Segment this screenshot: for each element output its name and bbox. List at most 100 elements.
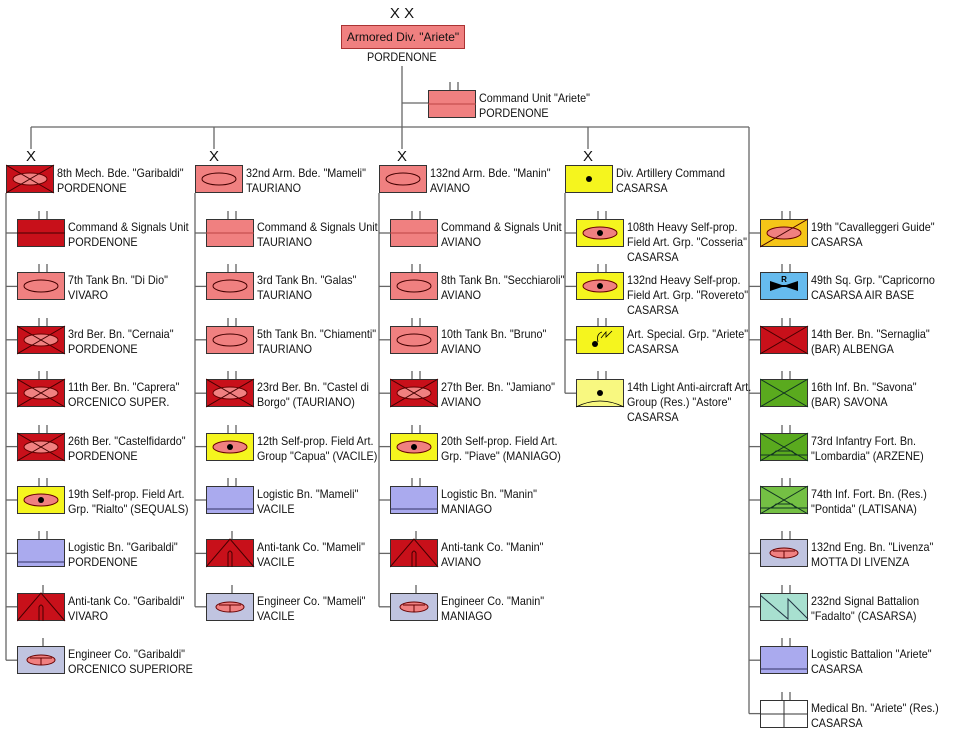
unit-symbol-sp-art[interactable]	[576, 263, 625, 306]
unit-label: Engineer Co. "Manin" MANIAGO	[441, 594, 544, 624]
label-line: 19th "Cavalleggeri Guide"	[811, 220, 935, 234]
brigade-echelon-mark: X	[25, 148, 37, 165]
label-line: Logistic Bn. "Manin"	[441, 487, 537, 501]
unit-symbol-logistic[interactable]	[17, 530, 66, 573]
label-line: 132nd Eng. Bn. "Livenza"	[811, 540, 934, 555]
label-line: "Pontida" (LATISANA)	[811, 502, 917, 516]
label-line: TAURIANO	[257, 235, 313, 249]
unit-label: 7th Tank Bn. "Di Dio" VIVARO	[68, 273, 168, 303]
label-line: AVIANO	[441, 395, 482, 410]
unit-symbol-engineer[interactable]	[17, 637, 66, 680]
unit-symbol-sp-art[interactable]	[390, 424, 439, 467]
unit-symbol-sp-art[interactable]	[206, 424, 255, 467]
unit-symbol-signal[interactable]	[759, 584, 809, 627]
label-line: PORDENONE	[57, 181, 127, 195]
label-line: ORCENICO SUPER.	[68, 395, 170, 410]
label-line: PORDENONE	[68, 448, 138, 463]
unit-symbol-mech[interactable]	[16, 317, 66, 360]
brigade-hq-symbol-art[interactable]	[565, 156, 614, 199]
label-line: CASARSA	[811, 715, 863, 730]
label-line: AVIANO	[441, 555, 482, 570]
label-line: PORDENONE	[479, 106, 549, 120]
unit-symbol-mech[interactable]	[205, 370, 255, 413]
unit-symbol-cmd-light[interactable]	[206, 210, 255, 253]
label-line: (BAR) SAVONA	[811, 395, 888, 410]
brigade-hq-label: 32nd Arm. Bde. "Mameli" TAURIANO	[246, 166, 366, 196]
unit-symbol-logistic[interactable]	[206, 477, 255, 520]
label-line: VIVARO	[68, 608, 109, 623]
command-unit-symbol-cmd-light[interactable]	[428, 81, 477, 124]
unit-symbol-engineer[interactable]	[760, 530, 809, 573]
unit-label: Medical Bn. "Ariete" (Res.) CASARSA	[811, 701, 939, 731]
unit-symbol-tank[interactable]	[17, 263, 66, 306]
unit-label: Art. Special. Grp. "Ariete" CASARSA	[627, 327, 748, 357]
label-line: Div. Artillery Command	[616, 166, 726, 180]
unit-symbol-medical[interactable]	[760, 691, 809, 734]
unit-symbol-antitank[interactable]	[205, 530, 255, 573]
brigade-hq-symbol-tank[interactable]	[379, 156, 428, 199]
label-line: Field Art. Grp. "Cosseria"	[627, 235, 747, 249]
unit-symbol-cmd-light[interactable]	[390, 210, 439, 253]
svg-text:R: R	[781, 275, 787, 284]
label-line: 5th Tank Bn. "Chiamenti"	[257, 326, 377, 341]
brigade-hq-symbol-mech[interactable]	[5, 156, 55, 199]
brigade-hq-symbol-tank[interactable]	[195, 156, 244, 199]
unit-symbol-cavalry[interactable]	[759, 210, 809, 253]
unit-symbol-aa[interactable]	[575, 370, 625, 413]
label-line: CASARSA	[627, 410, 679, 425]
unit-label: 74th Inf. Fort. Bn. (Res.) "Pontida" (LAT…	[811, 487, 927, 517]
unit-symbol-green-x[interactable]	[759, 370, 809, 413]
label-line: 232nd Signal Battalion	[811, 593, 920, 608]
unit-symbol-mech[interactable]	[16, 370, 66, 413]
unit-label: 8th Tank Bn. "Secchiaroli" AVIANO	[441, 273, 564, 303]
unit-symbol-red-x[interactable]	[759, 317, 809, 360]
unit-label: 12th Self-prop. Field Art. Group "Capua" …	[257, 434, 377, 464]
unit-label: 16th Inf. Bn. "Savona" (BAR) SAVONA	[811, 380, 917, 410]
unit-symbol-logistic[interactable]	[390, 477, 439, 520]
label-line: Group (Res.) "Astore"	[627, 395, 732, 410]
label-line: 27th Ber. Bn. "Jamiano"	[441, 380, 555, 395]
unit-symbol-mech[interactable]	[16, 424, 66, 467]
label-line: CASARSA	[811, 662, 863, 677]
brigade-hq-label: 132nd Arm. Bde. "Manin" AVIANO	[430, 166, 551, 196]
label-line: 10th Tank Bn. "Bruno"	[441, 326, 547, 341]
label-line: VACILE	[257, 608, 295, 623]
unit-symbol-tank[interactable]	[206, 317, 255, 360]
unit-symbol-engineer[interactable]	[390, 584, 439, 627]
unit-label: Command & Signals Unit TAURIANO	[257, 220, 378, 250]
unit-symbol-fort-light[interactable]	[759, 477, 809, 520]
unit-label: Engineer Co. "Garibaldi" ORCENICO SUPERIO…	[68, 647, 193, 677]
unit-symbol-mech[interactable]	[389, 370, 439, 413]
unit-symbol-antitank[interactable]	[389, 530, 439, 573]
unit-symbol-antitank[interactable]	[16, 584, 66, 627]
unit-symbol-sp-art[interactable]	[17, 477, 66, 520]
division-echelon-mark: X X	[389, 5, 415, 22]
label-line: 7th Tank Bn. "Di Dio"	[68, 273, 168, 288]
label-line: Logistic Bn. "Mameli"	[257, 487, 359, 501]
unit-symbol-tank[interactable]	[390, 317, 439, 360]
label-line: Command Unit "Ariete"	[479, 91, 590, 105]
unit-symbol-tank[interactable]	[206, 263, 255, 306]
label-line: TAURIANO	[257, 341, 313, 356]
unit-symbol-sp-art[interactable]	[576, 210, 625, 253]
unit-label: 11th Ber. Bn. "Caprera" ORCENICO SUPER.	[68, 380, 179, 410]
unit-symbol-fort[interactable]	[759, 424, 809, 467]
label-line: Logistic Battalion "Ariete"	[811, 647, 932, 662]
unit-label: 19th Self-prop. Field Art. Grp. "Rialto" …	[68, 487, 189, 517]
label-line: Engineer Co. "Garibaldi"	[68, 647, 185, 662]
unit-symbol-logistic[interactable]	[760, 637, 809, 680]
unit-symbol-air[interactable]: R	[760, 263, 809, 306]
label-line: 14th Light Anti-aircraft Art.	[627, 380, 752, 395]
unit-label: Logistic Bn. "Manin" MANIAGO	[441, 487, 537, 517]
unit-label: 10th Tank Bn. "Bruno" AVIANO	[441, 327, 546, 357]
unit-symbol-engineer[interactable]	[206, 584, 255, 627]
unit-symbol-special[interactable]	[576, 317, 625, 360]
label-line: 3rd Ber. Bn. "Cernaia"	[68, 326, 174, 341]
unit-symbol-cmd-dark[interactable]	[17, 210, 66, 253]
label-line: AVIANO	[441, 235, 482, 249]
label-line: 49th Sq. Grp. "Capricorno	[811, 273, 935, 288]
division-box[interactable]: Armored Div. "Ariete"	[341, 25, 465, 49]
unit-symbol-tank[interactable]	[390, 263, 439, 306]
label-line: CASARSA	[627, 250, 679, 264]
label-line: MANIAGO	[441, 502, 493, 516]
